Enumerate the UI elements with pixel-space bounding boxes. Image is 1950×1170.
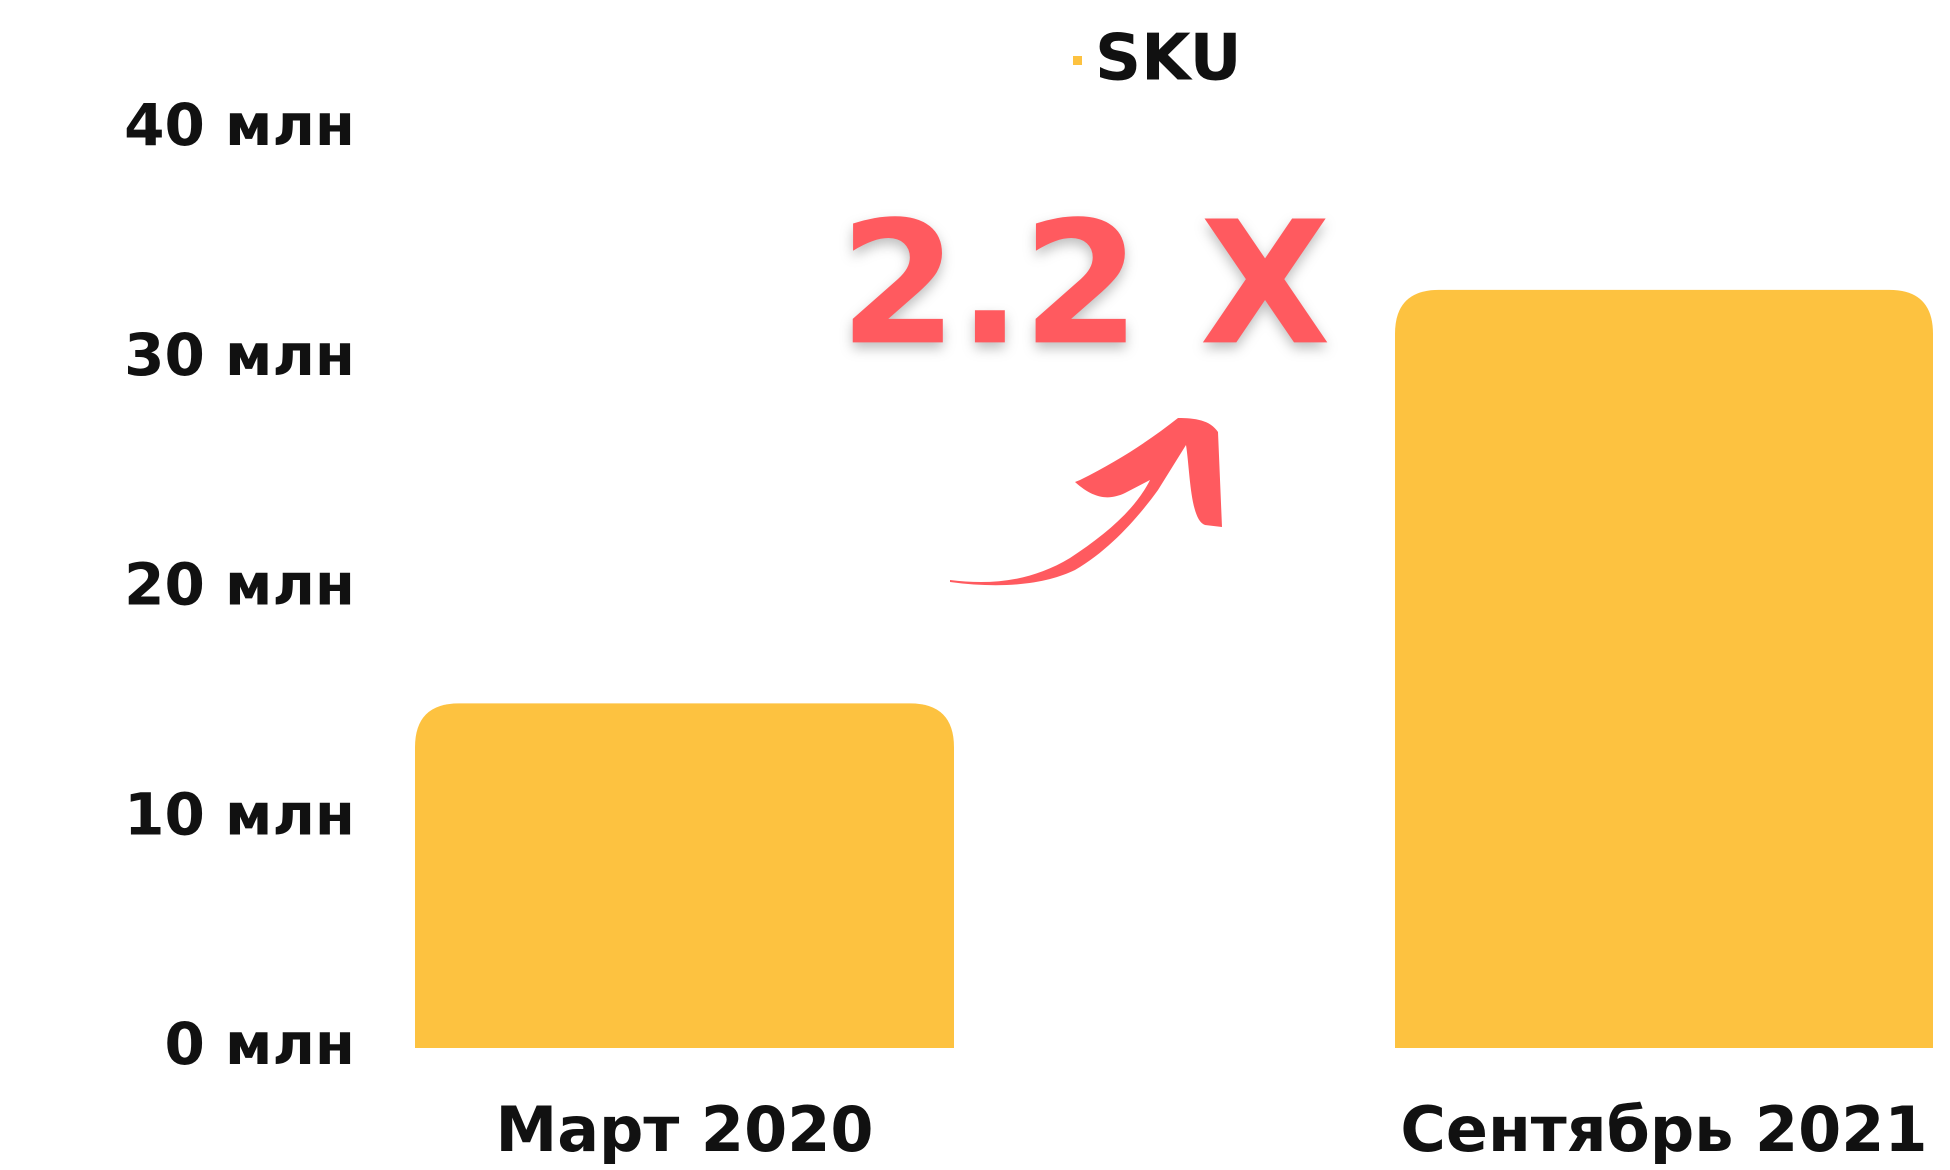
y-tick-label: 0 млн — [164, 1010, 355, 1078]
y-tick-label: 30 млн — [124, 321, 355, 389]
legend-label: SKU — [1095, 22, 1242, 96]
bar — [415, 703, 954, 1048]
annotation: 2.2 X — [839, 185, 1330, 383]
y-tick-label: 10 млн — [124, 780, 355, 848]
x-tick-label: Сентябрь 2021 — [1400, 1093, 1927, 1166]
x-tick-label: Март 2020 — [496, 1093, 874, 1166]
legend-swatch — [1073, 56, 1082, 65]
arrow — [950, 418, 1222, 586]
y-tick-label: 20 млн — [124, 551, 355, 619]
bar — [1395, 289, 1933, 1048]
y-tick-label: 40 млн — [124, 91, 355, 159]
